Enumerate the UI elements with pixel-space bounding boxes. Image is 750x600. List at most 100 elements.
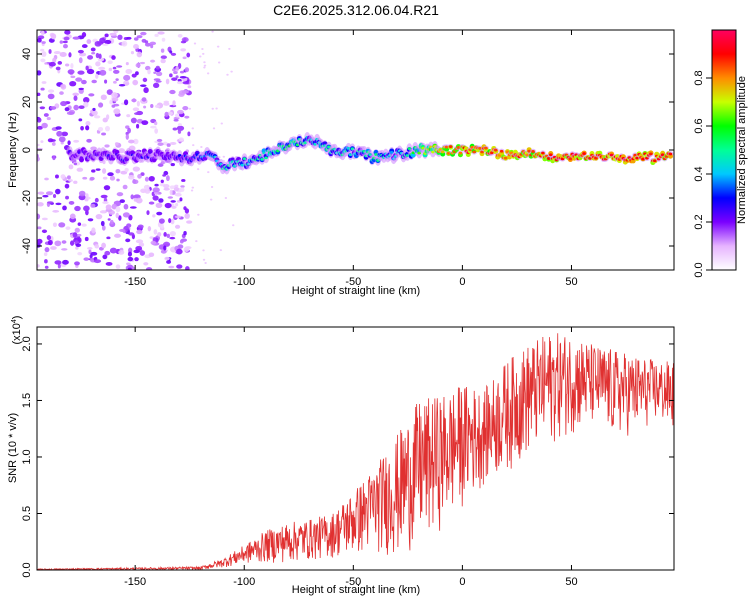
noise-speck <box>113 69 120 74</box>
noise-speck <box>66 111 75 116</box>
ridge-core <box>568 157 573 161</box>
noise-speck <box>169 89 176 95</box>
noise-speck <box>154 33 159 37</box>
noise-speck <box>91 52 96 55</box>
noise-speck <box>78 118 83 122</box>
noise-speck <box>99 37 106 44</box>
noise-speck <box>52 194 57 199</box>
noise-speck <box>39 106 46 110</box>
noise-speck <box>144 42 151 47</box>
ridge-core <box>541 151 545 155</box>
noise-speck <box>169 73 173 78</box>
noise-speck <box>176 264 183 269</box>
noise-speck <box>94 244 100 249</box>
noise-speck <box>37 143 40 147</box>
noise-speck <box>126 114 131 118</box>
noise-speck <box>141 97 147 102</box>
noise-speck <box>57 60 63 65</box>
noise-speck <box>55 174 59 179</box>
noise-speck <box>59 91 64 95</box>
noise-speck <box>190 189 194 192</box>
noise-speck <box>155 202 163 208</box>
noise-speck <box>44 259 48 264</box>
noise-speck <box>147 69 151 75</box>
noise-speck <box>158 198 164 203</box>
noise-speck <box>40 87 45 91</box>
noise-speck <box>102 201 109 205</box>
ridge-core <box>242 157 247 161</box>
noise-speck <box>76 167 84 172</box>
noise-speck <box>127 251 133 257</box>
noise-speck <box>206 72 210 75</box>
noise-speck <box>175 65 179 72</box>
noise-speck <box>73 95 78 101</box>
noise-speck <box>106 89 113 95</box>
noise-speck <box>98 102 104 108</box>
noise-speck <box>62 259 69 265</box>
noise-speck <box>150 44 154 49</box>
ridge-core <box>240 163 245 167</box>
noise-speck <box>169 236 176 240</box>
noise-speck <box>106 236 111 240</box>
noise-speck <box>174 184 179 188</box>
noise-speck <box>182 81 190 85</box>
noise-speck <box>165 175 170 182</box>
noise-speck <box>104 39 112 45</box>
noise-speck <box>78 87 84 91</box>
noise-speck <box>85 121 91 126</box>
noise-speck <box>65 63 70 67</box>
ridge-core <box>79 156 84 160</box>
noise-speck <box>68 200 75 205</box>
colorbar-tick-label: 0.4 <box>693 166 705 181</box>
noise-speck <box>120 170 128 175</box>
noise-speck <box>175 203 179 207</box>
noise-speck <box>114 233 122 238</box>
noise-speck <box>157 232 162 237</box>
noise-speck <box>55 66 61 71</box>
snr-y-label: SNR (10 * v/v) <box>7 413 19 483</box>
noise-speck <box>70 75 76 79</box>
ridge-core <box>458 151 463 155</box>
noise-speck <box>200 145 203 148</box>
noise-speck <box>177 129 182 134</box>
noise-speck <box>153 229 158 235</box>
noise-speck <box>197 213 200 216</box>
noise-speck <box>180 185 185 188</box>
noise-speck <box>53 51 61 55</box>
noise-speck <box>84 198 89 202</box>
x-tick-label: -150 <box>124 276 146 288</box>
noise-speck <box>131 266 136 270</box>
ridge-core <box>264 156 268 160</box>
colorbar-tick-label: 0.6 <box>693 118 705 133</box>
ridge-core <box>546 157 551 160</box>
noise-speck <box>81 44 88 49</box>
noise-speck <box>64 183 70 189</box>
noise-speck <box>204 262 207 265</box>
noise-speck <box>181 178 186 182</box>
noise-speck <box>179 197 183 202</box>
noise-speck <box>91 110 98 116</box>
noise-speck <box>115 206 121 213</box>
noise-speck <box>150 104 154 109</box>
ridge-core <box>525 153 529 157</box>
noise-speck <box>40 58 46 63</box>
noise-speck <box>173 118 179 122</box>
noise-speck <box>102 254 108 260</box>
noise-speck <box>109 219 114 225</box>
y-tick-label: 0.0 <box>21 562 33 577</box>
noise-speck <box>128 232 135 236</box>
ridge-mid <box>668 153 674 159</box>
noise-speck <box>75 77 83 82</box>
noise-speck <box>67 140 71 146</box>
noise-speck <box>224 197 228 200</box>
noise-speck <box>65 226 71 230</box>
noise-speck <box>80 125 84 131</box>
noise-speck <box>137 174 142 179</box>
noise-speck <box>215 107 218 110</box>
noise-speck <box>37 117 42 123</box>
noise-speck <box>160 179 164 184</box>
noise-speck <box>163 184 170 189</box>
noise-speck <box>44 177 49 181</box>
noise-speck <box>91 227 96 234</box>
noise-speck <box>182 106 189 111</box>
